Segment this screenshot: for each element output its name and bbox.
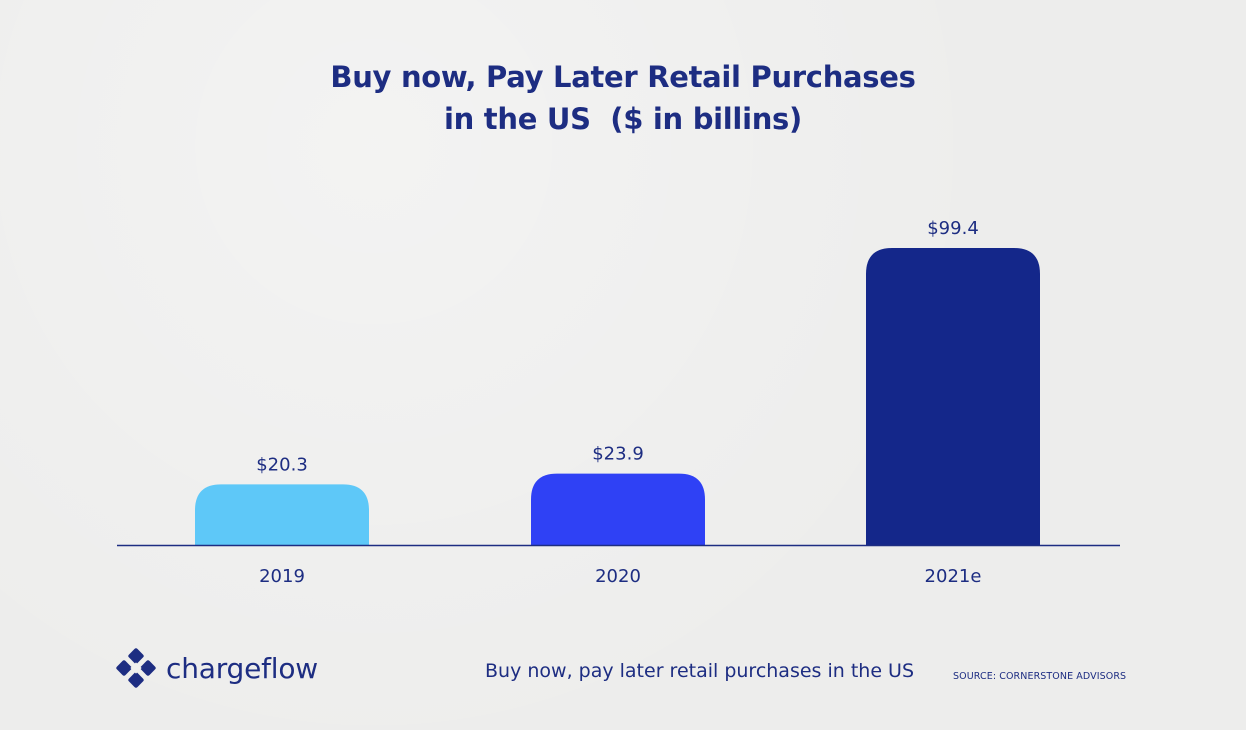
footer-caption: Buy now, pay later retail purchases in t… bbox=[485, 660, 915, 682]
source-note: SOURCE: CORNERSTONE ADVISORS bbox=[953, 671, 1127, 682]
x-tick-label-2021e: 2021e bbox=[925, 566, 982, 587]
chart-title-line-2: in the US ($ in billins) bbox=[444, 102, 802, 136]
chart-title: Buy now, Pay Later Retail Purchases in t… bbox=[0, 56, 1246, 140]
chart-title-line-1: Buy now, Pay Later Retail Purchases bbox=[330, 60, 916, 94]
bar-2019 bbox=[195, 484, 369, 545]
brand-name: chargeflow bbox=[166, 651, 318, 685]
x-tick-label-2019: 2019 bbox=[259, 566, 305, 587]
chargeflow-logo: chargeflow bbox=[116, 646, 318, 690]
bar-2020 bbox=[531, 473, 705, 545]
x-tick-label-2020: 2020 bbox=[595, 566, 641, 587]
bar-2021e bbox=[866, 248, 1040, 545]
data-label-2021e: $99.4 bbox=[927, 218, 979, 239]
data-label-2020: $23.9 bbox=[592, 444, 644, 465]
chargeflow-logo-icon bbox=[116, 648, 156, 688]
data-label-2019: $20.3 bbox=[256, 454, 308, 475]
